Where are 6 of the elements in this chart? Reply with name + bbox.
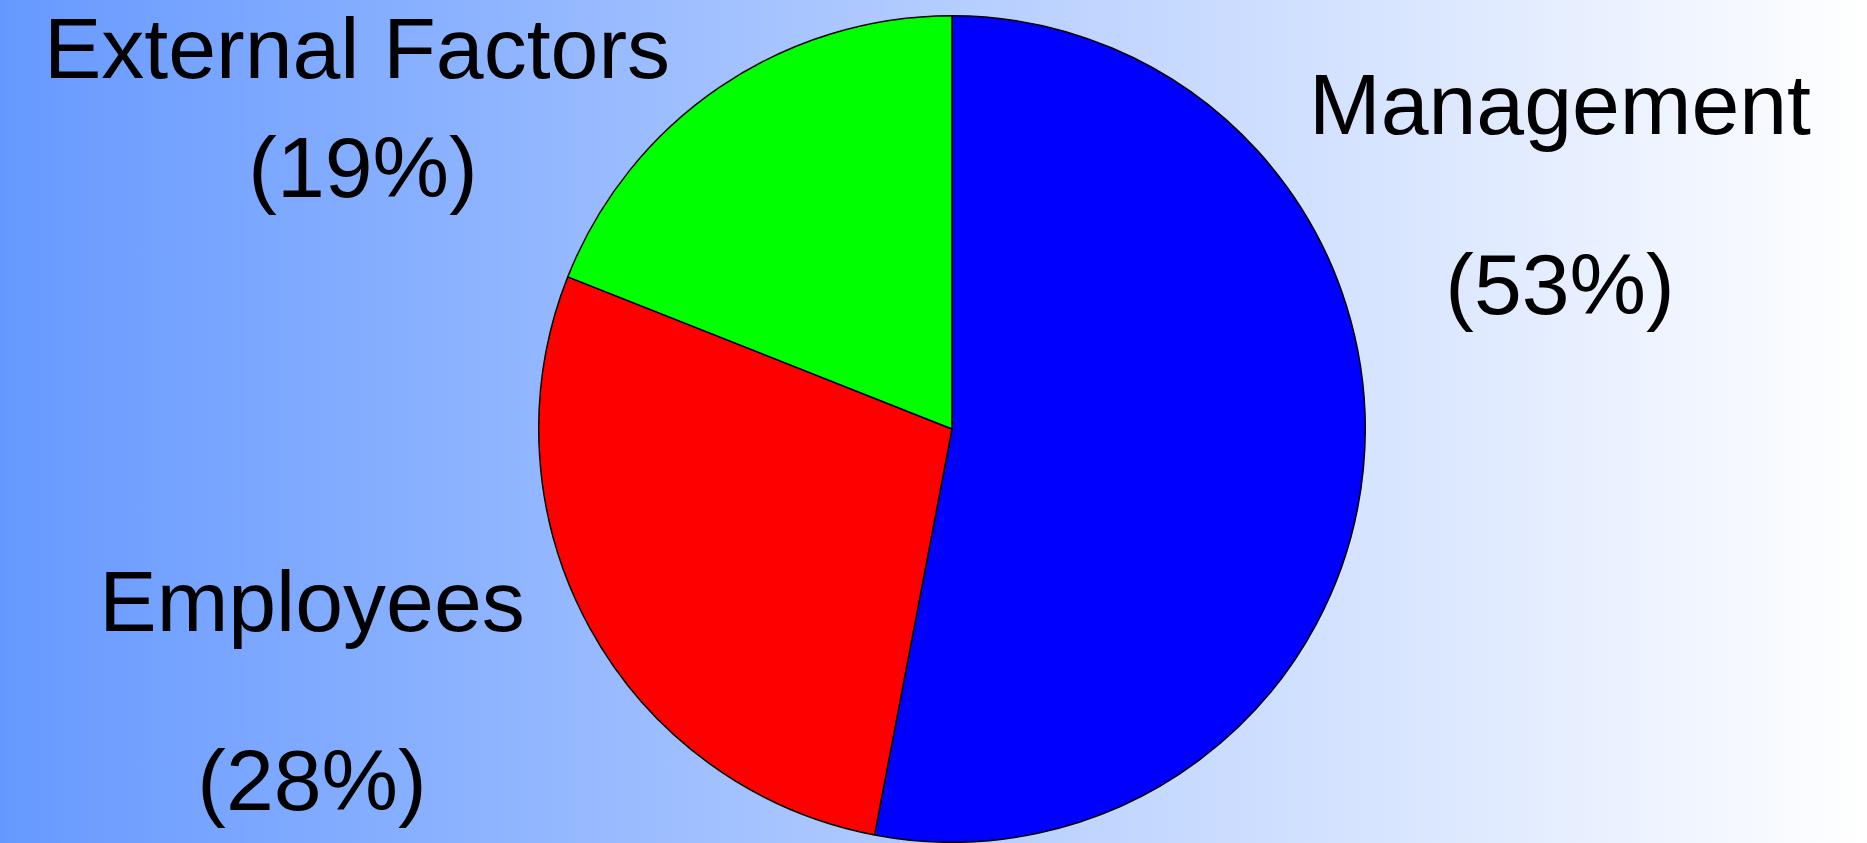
slice-label: Management <box>1309 55 1812 152</box>
slice-label: Employees <box>99 552 525 649</box>
data-label: (28%) <box>197 731 427 828</box>
slice-label: External Factors <box>43 0 671 96</box>
data-label: (19%) <box>248 118 478 215</box>
data-label: (53%) <box>1445 235 1675 332</box>
